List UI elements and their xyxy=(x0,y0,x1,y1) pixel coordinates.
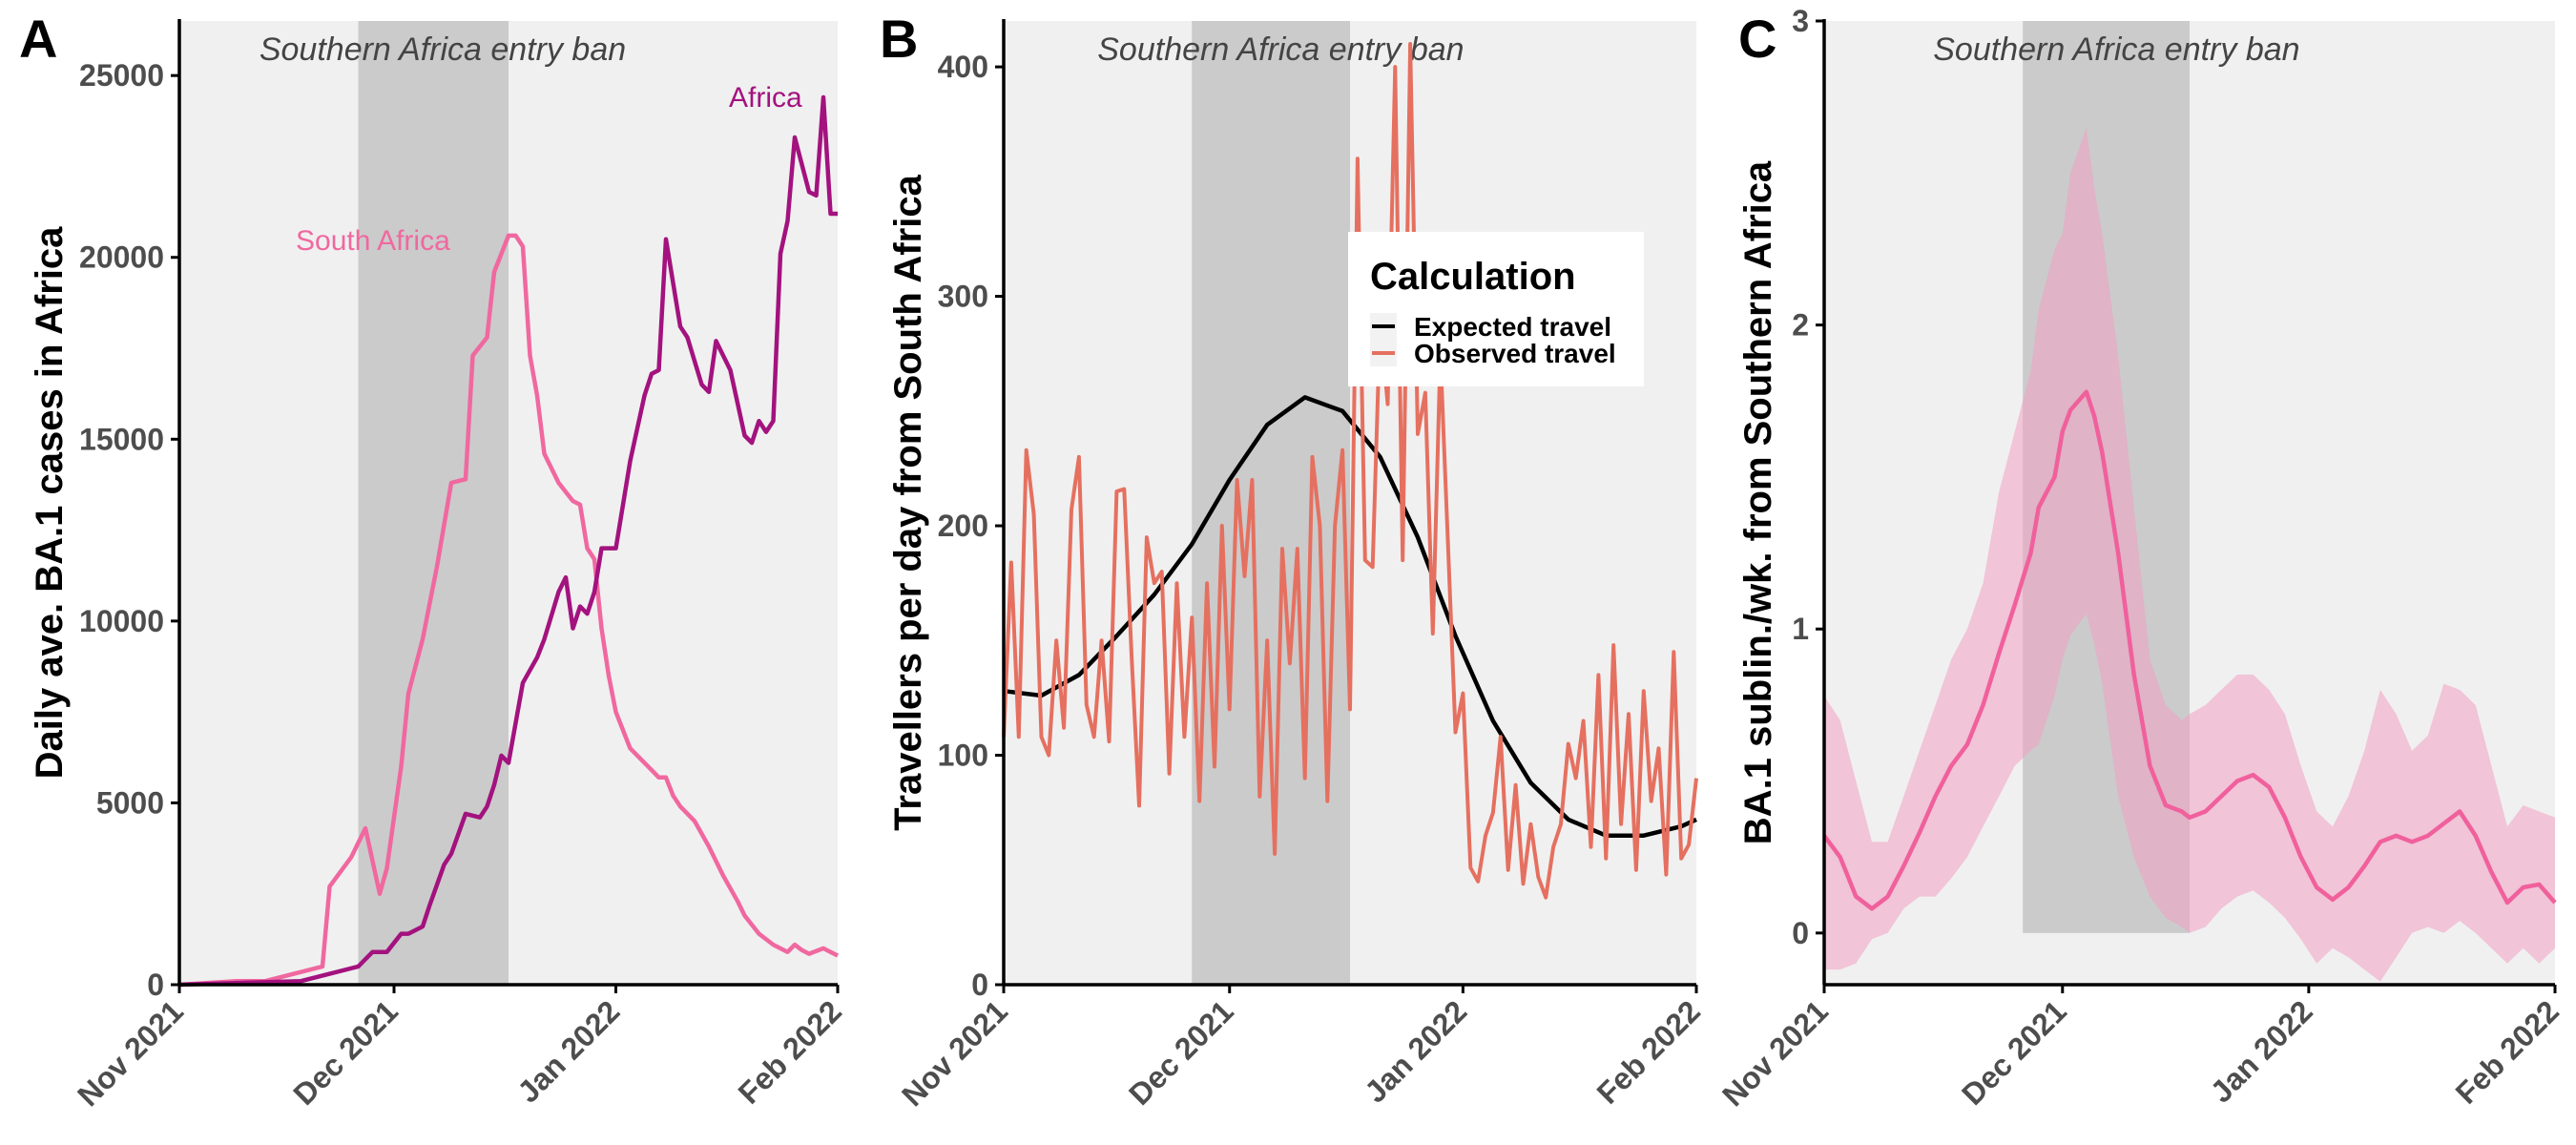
y-tick-label: 0 xyxy=(1792,916,1809,950)
y-tick-label: 2 xyxy=(1792,308,1809,343)
x-tick-label: Jan 2022 xyxy=(2204,993,2319,1109)
y-tick-label: 100 xyxy=(938,739,988,773)
y-tick-label: 15000 xyxy=(79,422,164,456)
y-tick-label: 1 xyxy=(1792,612,1809,646)
y-tick-label: 20000 xyxy=(79,240,164,275)
y-tick-label: 3 xyxy=(1792,4,1809,38)
panel-b: Southern Africa entry ban 0 100 200 300 400 No… xyxy=(880,9,1707,1113)
uncertainty-ribbon xyxy=(1824,127,2555,982)
panel-letter: B xyxy=(880,9,918,69)
legend-item-label: Observed travel xyxy=(1414,339,1616,368)
y-axis-label: BA.1 sublin./wk. from Southern Africa xyxy=(1737,160,1779,844)
legend-title: Calculation xyxy=(1370,256,1576,298)
y-axis-label: Daily ave. BA.1 cases in Africa xyxy=(29,226,71,780)
entry-ban-label: Southern Africa entry ban xyxy=(1097,31,1464,68)
x-tick-label: Feb 2022 xyxy=(2449,993,2566,1110)
x-tick-label: Dec 2021 xyxy=(1122,993,1240,1112)
series-line-0 xyxy=(1822,389,2557,911)
y-tick-label: 25000 xyxy=(79,58,164,93)
observed-travel-line xyxy=(1002,42,1698,900)
y-axis-label: Travellers per day from South Africa xyxy=(887,174,929,830)
x-tick-label: Jan 2022 xyxy=(510,993,626,1109)
x-tick-label: Feb 2022 xyxy=(732,993,848,1110)
x-tick-label: Dec 2021 xyxy=(1955,993,2073,1112)
panel-c: Southern Africa entry ban 0 1 2 3 Nov 2021 Dec… xyxy=(1715,4,2566,1113)
panel-letter: A xyxy=(19,9,57,69)
series-label-africa: Africa xyxy=(729,82,802,114)
x-tick-label: Feb 2022 xyxy=(1590,993,1707,1110)
y-tick-label: 0 xyxy=(971,968,988,1002)
series-label-south-africa: South Africa xyxy=(296,225,450,257)
entry-ban-band xyxy=(358,21,509,985)
x-tick-label: Jan 2022 xyxy=(1358,993,1473,1109)
y-tick-label: 200 xyxy=(938,509,988,543)
y-tick-label: 10000 xyxy=(79,604,164,638)
entry-ban-label: Southern Africa entry ban xyxy=(260,31,626,68)
series-line-south-africa xyxy=(178,233,840,988)
x-tick-label: Dec 2021 xyxy=(286,993,405,1112)
series-line-africa xyxy=(178,94,838,988)
panel-a: Southern Africa entry ban 0 5000 10000 15000… xyxy=(19,9,848,1113)
panel-letter: C xyxy=(1738,9,1776,69)
y-tick-label: 5000 xyxy=(96,785,164,820)
x-tick-label: Nov 2021 xyxy=(71,993,190,1113)
legend-box xyxy=(1348,232,1644,386)
x-tick-label: Nov 2021 xyxy=(1715,993,1835,1113)
y-tick-label: 0 xyxy=(147,968,164,1002)
y-tick-label: 300 xyxy=(938,280,988,314)
y-tick-label: 400 xyxy=(938,50,988,84)
legend-item-label: Expected travel xyxy=(1414,312,1611,342)
entry-ban-label: Southern Africa entry ban xyxy=(1933,31,2299,68)
x-tick-label: Nov 2021 xyxy=(895,993,1014,1113)
